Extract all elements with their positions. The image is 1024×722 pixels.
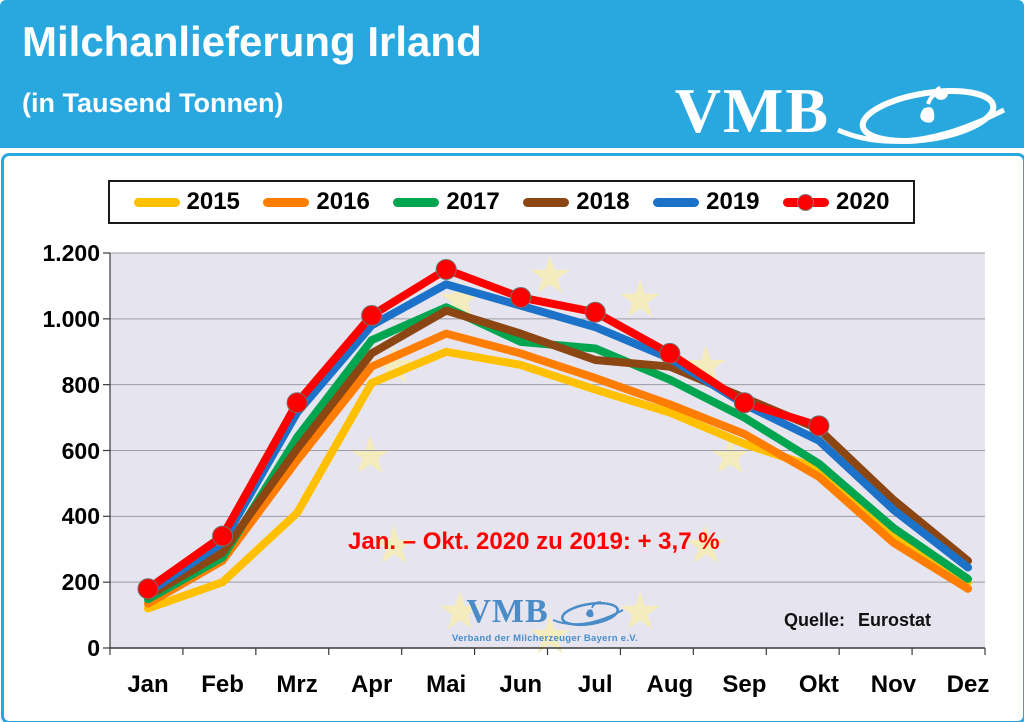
series-marker-2020 bbox=[137, 578, 159, 600]
legend-label: 2017 bbox=[446, 188, 500, 215]
header-band: Milchanlieferung Irland (in Tausend Tonn… bbox=[0, 0, 1024, 148]
source-value: Eurostat bbox=[858, 610, 932, 630]
y-tick-label: 400 bbox=[61, 503, 100, 530]
series-marker-2020 bbox=[808, 415, 830, 437]
legend-marker-dot bbox=[797, 193, 815, 211]
legend-item-2020: 2020 bbox=[783, 188, 889, 216]
eu-star-icon: ★ bbox=[527, 607, 574, 665]
x-tick-label: Okt bbox=[798, 671, 839, 698]
legend-label: 2019 bbox=[706, 188, 760, 215]
x-tick-label: Mrz bbox=[276, 671, 318, 698]
series-line-2019 bbox=[144, 280, 972, 597]
legend-label: 2020 bbox=[836, 188, 890, 215]
legend-label: 2015 bbox=[186, 188, 240, 215]
eu-star-icon: ★ bbox=[437, 583, 484, 641]
vmb-logo: VMB bbox=[675, 68, 1006, 154]
page-title: Milchanlieferung Irland bbox=[22, 18, 482, 65]
source-label: Quelle: bbox=[784, 610, 846, 630]
x-tick-label: Dez bbox=[946, 671, 990, 698]
x-tick-label: Mai bbox=[426, 671, 467, 698]
series-marker-2020 bbox=[584, 301, 606, 323]
y-tick-label: 200 bbox=[61, 569, 100, 596]
eu-star-icon: ★ bbox=[527, 247, 574, 305]
series-line-2018 bbox=[144, 306, 972, 600]
watermark-swoosh-icon bbox=[552, 601, 624, 627]
legend-item-2015: 2015 bbox=[133, 188, 240, 216]
y-tick-label: 600 bbox=[61, 437, 100, 464]
series-marker-2020 bbox=[286, 392, 308, 414]
series-marker-2020 bbox=[212, 525, 234, 547]
vmb-logo-text: VMB bbox=[674, 75, 830, 146]
watermark-logo-text: VMB bbox=[466, 593, 549, 630]
legend-item-2019: 2019 bbox=[653, 188, 760, 216]
y-tick-label: 1.000 bbox=[42, 305, 100, 332]
chart-legend: 2015 2016 2017 2018 2019 2020 bbox=[108, 180, 915, 224]
series-marker-2020 bbox=[510, 286, 532, 308]
legend-swatch bbox=[783, 193, 830, 211]
legend-swatch bbox=[133, 197, 180, 207]
y-tick-label: 0 bbox=[87, 635, 100, 661]
watermark-caption: Verband der Milcherzeuger Bayern e.V. bbox=[451, 633, 639, 644]
eu-star-icon: ★ bbox=[617, 583, 664, 641]
x-tick-label: Sep bbox=[722, 671, 767, 698]
x-tick-label: Jul bbox=[577, 671, 613, 698]
series-marker-2020 bbox=[361, 305, 383, 327]
series-line-2020 bbox=[144, 265, 823, 593]
legend-swatch bbox=[653, 197, 700, 207]
series-marker-2020 bbox=[659, 342, 681, 364]
growth-annotation: Jan. – Okt. 2020 zu 2019: + 3,7 % bbox=[348, 528, 720, 555]
series-marker-2020 bbox=[733, 392, 755, 414]
x-tick-label: Apr bbox=[350, 671, 393, 698]
x-tick-label: Nov bbox=[870, 671, 917, 698]
eu-star-icon: ★ bbox=[683, 517, 730, 575]
legend-swatch bbox=[393, 197, 440, 207]
series-line-2016 bbox=[144, 329, 972, 608]
source-note: Quelle: Eurostat bbox=[784, 610, 931, 631]
x-tick-label: Aug bbox=[646, 671, 694, 698]
x-tick-label: Jun bbox=[499, 671, 543, 698]
x-tick-label: Jan bbox=[127, 671, 169, 698]
x-tick-label: Feb bbox=[201, 671, 244, 698]
legend-label: 2016 bbox=[316, 188, 370, 215]
y-tick-label: 1.200 bbox=[42, 240, 100, 266]
eu-star-icon: ★ bbox=[347, 427, 394, 485]
legend-item-2018: 2018 bbox=[523, 188, 630, 216]
legend-item-2017: 2017 bbox=[393, 188, 500, 216]
eu-star-icon: ★ bbox=[371, 517, 418, 575]
series-marker-2020 bbox=[435, 258, 457, 280]
vmb-swoosh-icon bbox=[836, 86, 1006, 144]
page-subtitle: (in Tausend Tonnen) bbox=[22, 88, 284, 118]
legend-swatch bbox=[263, 197, 310, 207]
vmb-watermark: VMB Verband der Milcherzeuger Bayern e.V… bbox=[445, 592, 645, 645]
legend-item-2016: 2016 bbox=[263, 188, 370, 216]
legend-swatch bbox=[523, 197, 570, 207]
legend-label: 2018 bbox=[576, 188, 630, 215]
y-tick-label: 800 bbox=[61, 371, 100, 398]
eu-star-icon: ★ bbox=[617, 271, 664, 329]
